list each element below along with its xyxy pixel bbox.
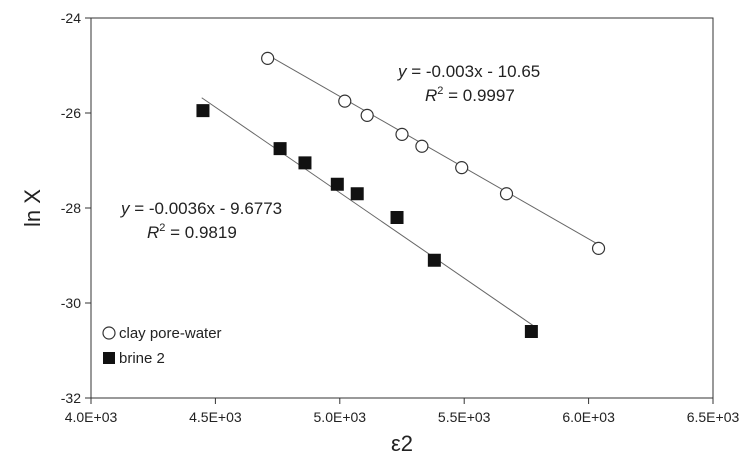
trendline-clay-pore-water <box>266 53 601 246</box>
data-point-brine-2 <box>273 142 287 156</box>
data-point-clay-pore-water <box>338 94 352 108</box>
y-tick-label: -26 <box>61 105 81 121</box>
data-point-clay-pore-water <box>261 51 275 65</box>
data-point-brine-2 <box>524 325 538 338</box>
data-point-brine-2 <box>350 187 364 201</box>
x-tick-label: 6.5E+03 <box>687 409 740 425</box>
legend-marker-brine-2 <box>103 352 115 364</box>
data-point-clay-pore-water <box>591 241 606 255</box>
data-point-brine-2 <box>196 104 210 118</box>
y-tick-label: -32 <box>61 390 81 406</box>
y-tick-label: -28 <box>61 200 81 216</box>
y-tick-label: -24 <box>61 10 81 26</box>
trendline-brine-2 <box>201 97 533 326</box>
data-point-brine-2 <box>390 211 404 224</box>
trendline-r-squared-brine-2: R2 = 0.9819 <box>147 222 237 242</box>
data-point-clay-pore-water <box>415 139 429 153</box>
data-point-clay-pore-water <box>455 161 469 175</box>
data-point-brine-2 <box>330 177 344 191</box>
data-point-clay-pore-water <box>360 108 374 122</box>
y-tick-label: -30 <box>61 295 81 311</box>
trendline-r-squared-clay-pore-water: R2 = 0.9997 <box>425 85 515 105</box>
data-point-clay-pore-water <box>499 187 514 201</box>
x-axis-title: ε2 <box>391 431 413 456</box>
trendline-equation-brine-2: y = -0.0036x - 9.6773 <box>120 199 282 218</box>
legend-label-brine-2: brine 2 <box>119 350 165 367</box>
legend-marker-clay-pore-water <box>102 326 116 340</box>
x-tick-label: 4.5E+03 <box>189 409 242 425</box>
data-point-clay-pore-water <box>395 127 409 141</box>
data-point-brine-2 <box>298 156 312 170</box>
x-tick-label: 5.5E+03 <box>438 409 491 425</box>
trendline-equation-clay-pore-water: y = -0.003x - 10.65 <box>397 62 540 81</box>
data-point-brine-2 <box>427 253 441 267</box>
x-tick-label: 6.0E+03 <box>562 409 615 425</box>
x-tick-label: 5.0E+03 <box>314 409 367 425</box>
y-axis-title: ln X <box>20 189 45 227</box>
legend-label-clay-pore-water: clay pore-water <box>119 325 222 342</box>
x-tick-label: 4.0E+03 <box>65 409 118 425</box>
